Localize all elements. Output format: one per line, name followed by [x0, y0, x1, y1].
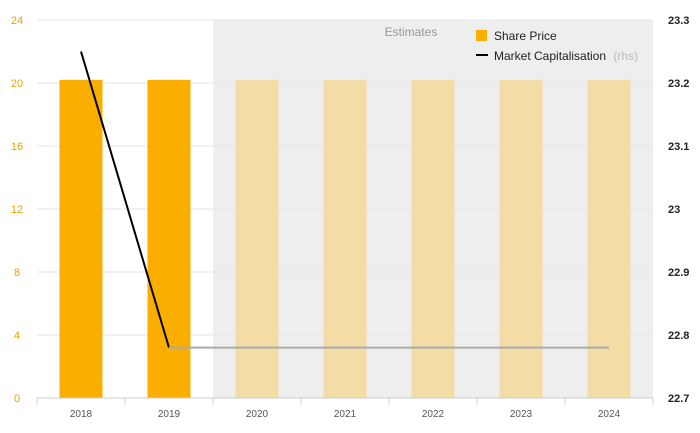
legend-label-share-price: Share Price	[494, 29, 557, 43]
line-segment-2018-2019	[80, 51, 170, 348]
axes: 2018 2019 2020 2021 2022 2023 2024048121620242…	[11, 15, 690, 420]
x-tick-label: 2021	[334, 409, 357, 420]
x-tick-label: 2023	[510, 409, 533, 420]
legend-label-market-cap-name: Market Capitalisation	[494, 49, 606, 63]
legend-label-market-cap: Market Capitalisation (rhs)	[494, 49, 638, 63]
bar-series	[59, 79, 631, 398]
left-tick-label: 24	[11, 15, 23, 27]
left-tick-label: 16	[11, 141, 23, 153]
bar-2019	[147, 79, 191, 398]
bar-2018	[59, 79, 103, 398]
right-tick-label: 23.3	[668, 15, 689, 27]
bar-2023	[499, 79, 543, 398]
left-tick-label: 12	[11, 204, 23, 216]
right-tick-label: 23.1	[668, 141, 689, 153]
x-tick-label: 2019	[158, 409, 181, 420]
right-tick-label: 22.7	[668, 393, 689, 405]
x-tick-label: 2020	[246, 409, 269, 420]
left-tick-label: 20	[11, 78, 23, 90]
line-series	[80, 51, 609, 349]
bar-2022	[411, 79, 455, 398]
left-tick-label: 4	[14, 330, 20, 342]
right-tick-label: 22.9	[668, 267, 689, 279]
left-tick-label: 8	[14, 267, 20, 279]
right-tick-label: 23	[668, 204, 680, 216]
estimates-label: Estimates	[385, 25, 438, 39]
right-tick-label: 23.2	[668, 78, 689, 90]
legend-label-rhs: (rhs)	[613, 49, 638, 63]
x-tick-label: 2024	[598, 409, 621, 420]
bar-2024	[587, 79, 631, 398]
x-tick-label: 2018	[70, 409, 93, 420]
right-tick-label: 22.8	[668, 330, 689, 342]
bar-2020	[235, 79, 279, 398]
legend: Share Price Market Capitalisation (rhs)	[476, 29, 638, 63]
legend-swatch-share-price	[476, 30, 487, 41]
x-tick-label: 2022	[422, 409, 445, 420]
left-tick-label: 0	[14, 393, 20, 405]
bar-2021	[323, 79, 367, 398]
